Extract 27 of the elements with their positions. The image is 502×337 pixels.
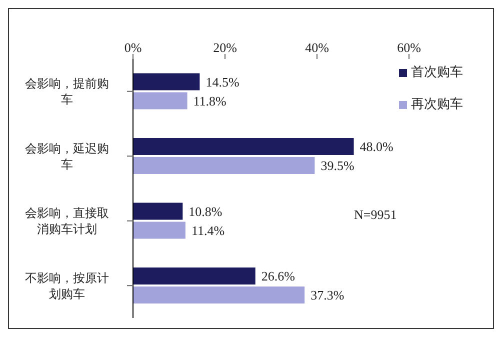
bar	[133, 73, 200, 90]
data-label: 37.3%	[310, 288, 344, 303]
y-tick-label: 会影响，延迟购车	[25, 141, 109, 172]
x-tick-label: 0%	[124, 40, 142, 55]
data-label: 48.0%	[360, 139, 394, 154]
bar	[133, 92, 188, 110]
data-label: 39.5%	[320, 158, 354, 174]
bar	[133, 202, 183, 220]
bar	[133, 267, 256, 284]
data-label: 14.5%	[206, 74, 240, 90]
x-tick-label: 40%	[305, 40, 330, 55]
bar	[133, 286, 305, 304]
y-tick-label: 会影响，提前购车	[25, 76, 109, 107]
data-label: 11.4%	[191, 222, 225, 238]
bar	[133, 138, 354, 155]
data-label: 11.8%	[193, 93, 227, 108]
bar	[133, 156, 315, 174]
legend-label: 再次购车	[410, 96, 463, 114]
legend-label: 首次购车	[410, 64, 463, 82]
data-label: 10.8%	[188, 204, 222, 219]
data-label: 26.6%	[261, 268, 296, 284]
annotation: N=9951	[354, 207, 397, 223]
y-tick-label: 会影响，直接取消购车计划	[25, 206, 109, 236]
bar	[133, 222, 186, 239]
x-tick-label: 60%	[397, 40, 422, 55]
y-tick-label: 不影响，按原计划购车	[25, 270, 109, 301]
x-tick-label: 20%	[213, 40, 238, 55]
